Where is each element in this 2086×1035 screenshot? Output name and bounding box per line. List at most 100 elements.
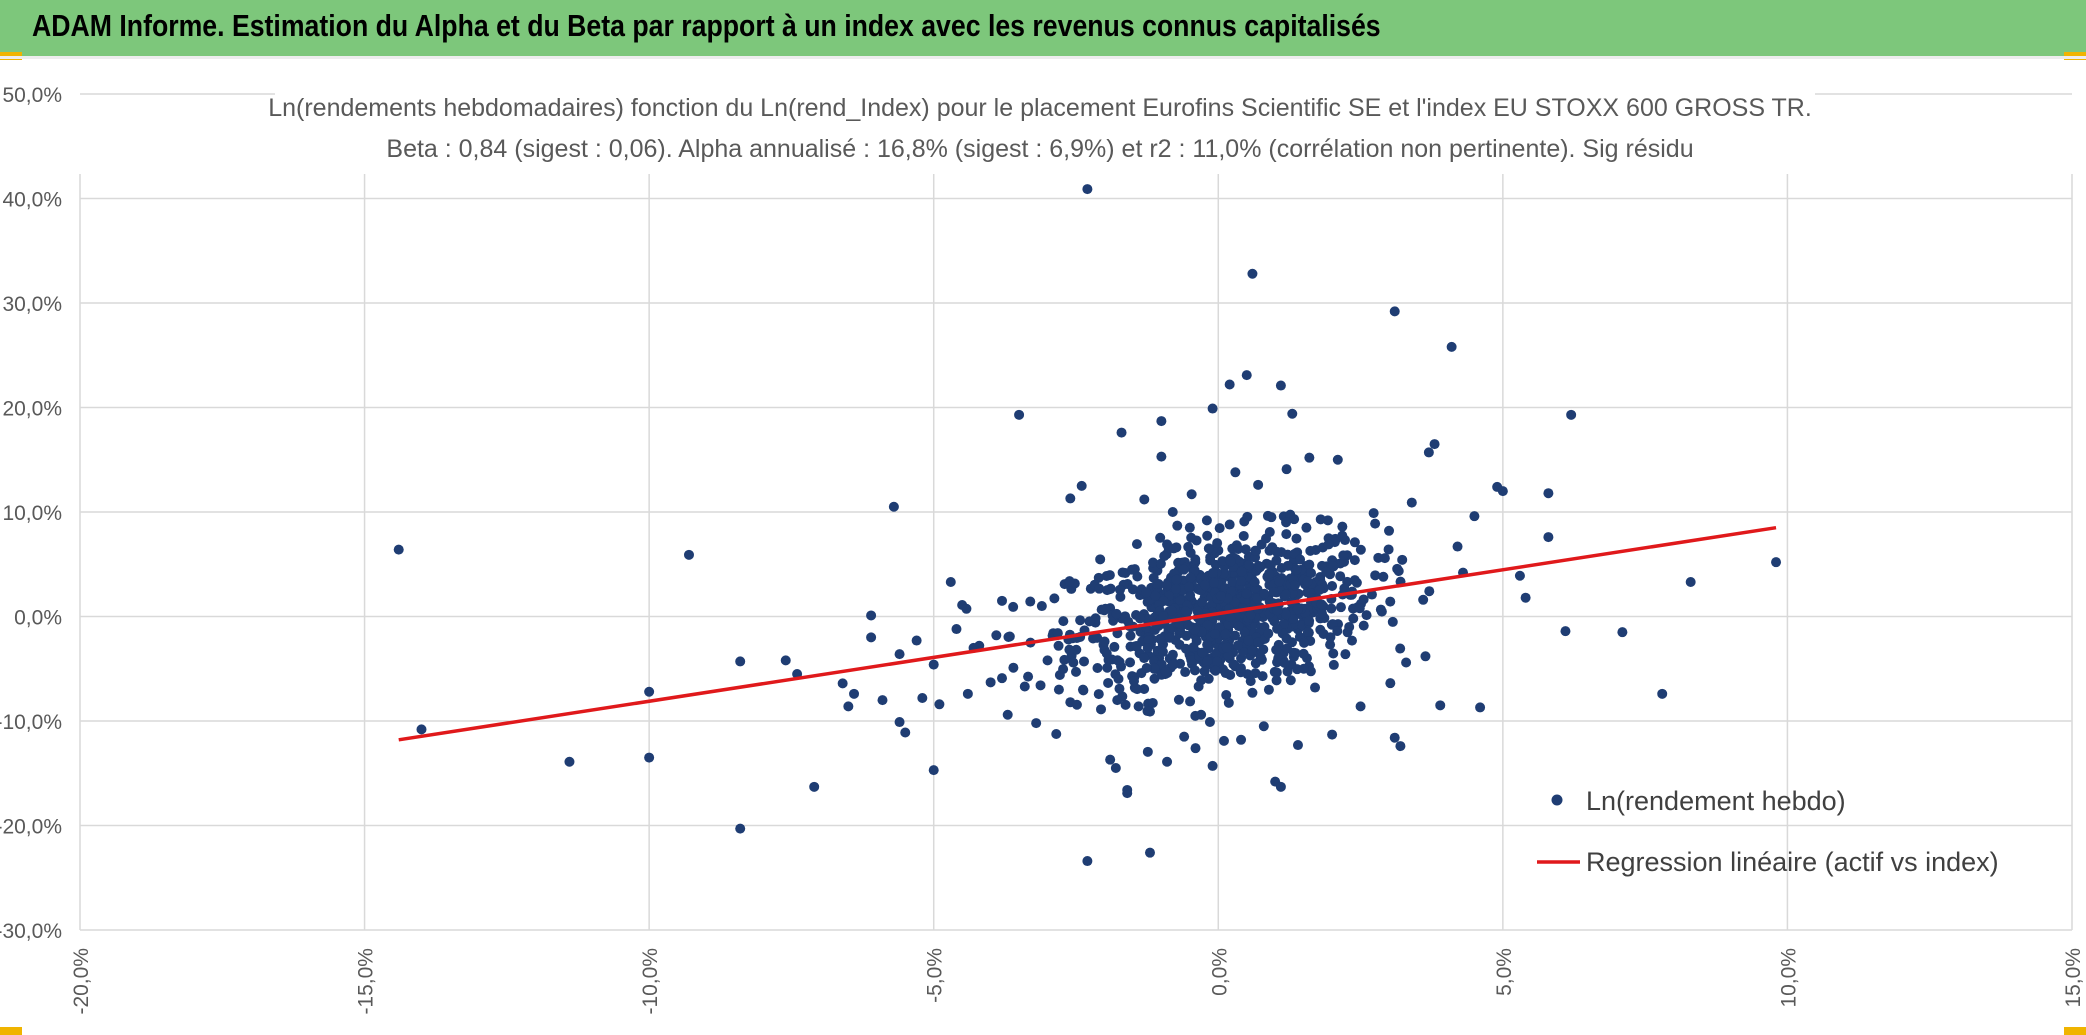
scatter-point: [1197, 647, 1208, 658]
scatter-point: [1186, 489, 1197, 500]
scatter-point: [1003, 631, 1014, 642]
scatter-point: [1155, 532, 1166, 543]
scatter-point: [1245, 609, 1256, 620]
scatter-point: [1054, 669, 1065, 680]
scatter-point: [1281, 517, 1292, 528]
scatter-point: [1274, 576, 1285, 587]
scatter-point: [644, 686, 655, 697]
scatter-point: [1272, 605, 1283, 616]
scatter-point: [1354, 603, 1365, 614]
scatter-point: [1180, 643, 1191, 654]
scatter-point: [1052, 628, 1063, 639]
scatter-point: [1143, 635, 1154, 646]
scatter-point: [1263, 684, 1274, 695]
scatter-point: [1263, 628, 1274, 639]
scatter-point: [1214, 523, 1225, 534]
scatter-point: [1215, 591, 1226, 602]
scatter-point: [1209, 628, 1220, 639]
scatter-point: [877, 695, 888, 706]
scatter-point: [1217, 556, 1228, 567]
scatter-point: [1771, 557, 1782, 568]
scatter-point: [1617, 627, 1628, 638]
scatter-point: [1185, 696, 1196, 707]
scatter-point: [1031, 718, 1042, 729]
scatter-point: [1302, 627, 1313, 638]
x-tick-label: -5,0%: [924, 948, 947, 1003]
scatter-point: [1192, 606, 1203, 617]
scatter-point: [1268, 586, 1279, 597]
scatter-point: [1227, 576, 1238, 587]
scatter-point: [1023, 671, 1034, 682]
scatter-point: [644, 752, 655, 763]
scatter-point: [1100, 603, 1111, 614]
scatter-point: [1241, 370, 1252, 381]
scatter-point: [1337, 521, 1348, 532]
scatter-point: [1328, 659, 1339, 670]
scatter-point: [1289, 580, 1300, 591]
scatter-point: [945, 577, 956, 588]
x-tick-label: 5,0%: [1493, 948, 1516, 996]
scatter-point: [997, 595, 1008, 606]
scatter-point: [1338, 550, 1349, 561]
scatter-point: [1139, 494, 1150, 505]
scatter-point: [1156, 416, 1167, 427]
scatter-point: [1385, 596, 1396, 607]
chart-corner-bottom-right: [2064, 1027, 2086, 1035]
scatter-point: [1385, 678, 1396, 689]
scatter-point: [917, 693, 928, 704]
scatter-point: [849, 688, 860, 699]
scatter-point: [1560, 626, 1571, 637]
scatter-point: [1014, 409, 1025, 420]
scatter-point: [1125, 657, 1136, 668]
scatter-point: [1084, 616, 1095, 627]
scatter-point: [1323, 539, 1334, 550]
scatter-point: [900, 727, 911, 738]
scatter-point: [928, 659, 939, 670]
scatter-point: [1112, 655, 1123, 666]
scatter-point: [1305, 545, 1316, 556]
scatter-point: [1235, 663, 1246, 674]
scatter-point: [1188, 642, 1199, 653]
scatter-point: [1279, 658, 1290, 669]
scatter-point: [894, 717, 905, 728]
scatter-point: [866, 610, 877, 621]
scatter-point: [1184, 522, 1195, 533]
scatter-point: [1133, 701, 1144, 712]
scatter-point: [1207, 760, 1218, 771]
scatter-point: [1076, 480, 1087, 491]
scatter-point: [1225, 556, 1236, 567]
scatter-point: [1244, 560, 1255, 571]
scatter-point: [1420, 651, 1431, 662]
scatter-point: [1172, 520, 1183, 531]
scatter-point: [1148, 557, 1159, 568]
scatter-point: [1326, 603, 1337, 614]
scatter-point: [1346, 635, 1357, 646]
scatter-point: [1082, 856, 1093, 867]
scatter-point: [1348, 613, 1359, 624]
scatter-point: [1051, 728, 1062, 739]
scatter-point: [1304, 615, 1315, 626]
scatter-point: [1233, 640, 1244, 651]
scatter-point: [1259, 588, 1270, 599]
scatter-point: [1112, 695, 1123, 706]
scatter-point: [1370, 570, 1381, 581]
scatter-point: [1065, 493, 1076, 504]
scatter-point: [1236, 576, 1247, 587]
scatter-point: [1328, 648, 1339, 659]
scatter-point: [1349, 537, 1360, 548]
regression-line-group: [398, 525, 1777, 742]
scatter-point: [1199, 666, 1210, 677]
scatter-point: [1126, 564, 1137, 575]
scatter-point: [997, 673, 1008, 684]
legend-line-label: Regression linéaire (actif vs index): [1586, 847, 1999, 877]
scatter-point: [1167, 649, 1178, 660]
chart-subtitle: Beta : 0,84 (sigest : 0,06). Alpha annua…: [386, 135, 1693, 163]
scatter-point: [1384, 525, 1395, 536]
scatter-point: [1317, 608, 1328, 619]
scatter-point: [1475, 702, 1486, 713]
scatter-point: [1053, 640, 1064, 651]
scatter-point: [1520, 592, 1531, 603]
scatter-point: [1328, 561, 1339, 572]
scatter-point: [1292, 740, 1303, 751]
scatter-point: [1102, 585, 1113, 596]
